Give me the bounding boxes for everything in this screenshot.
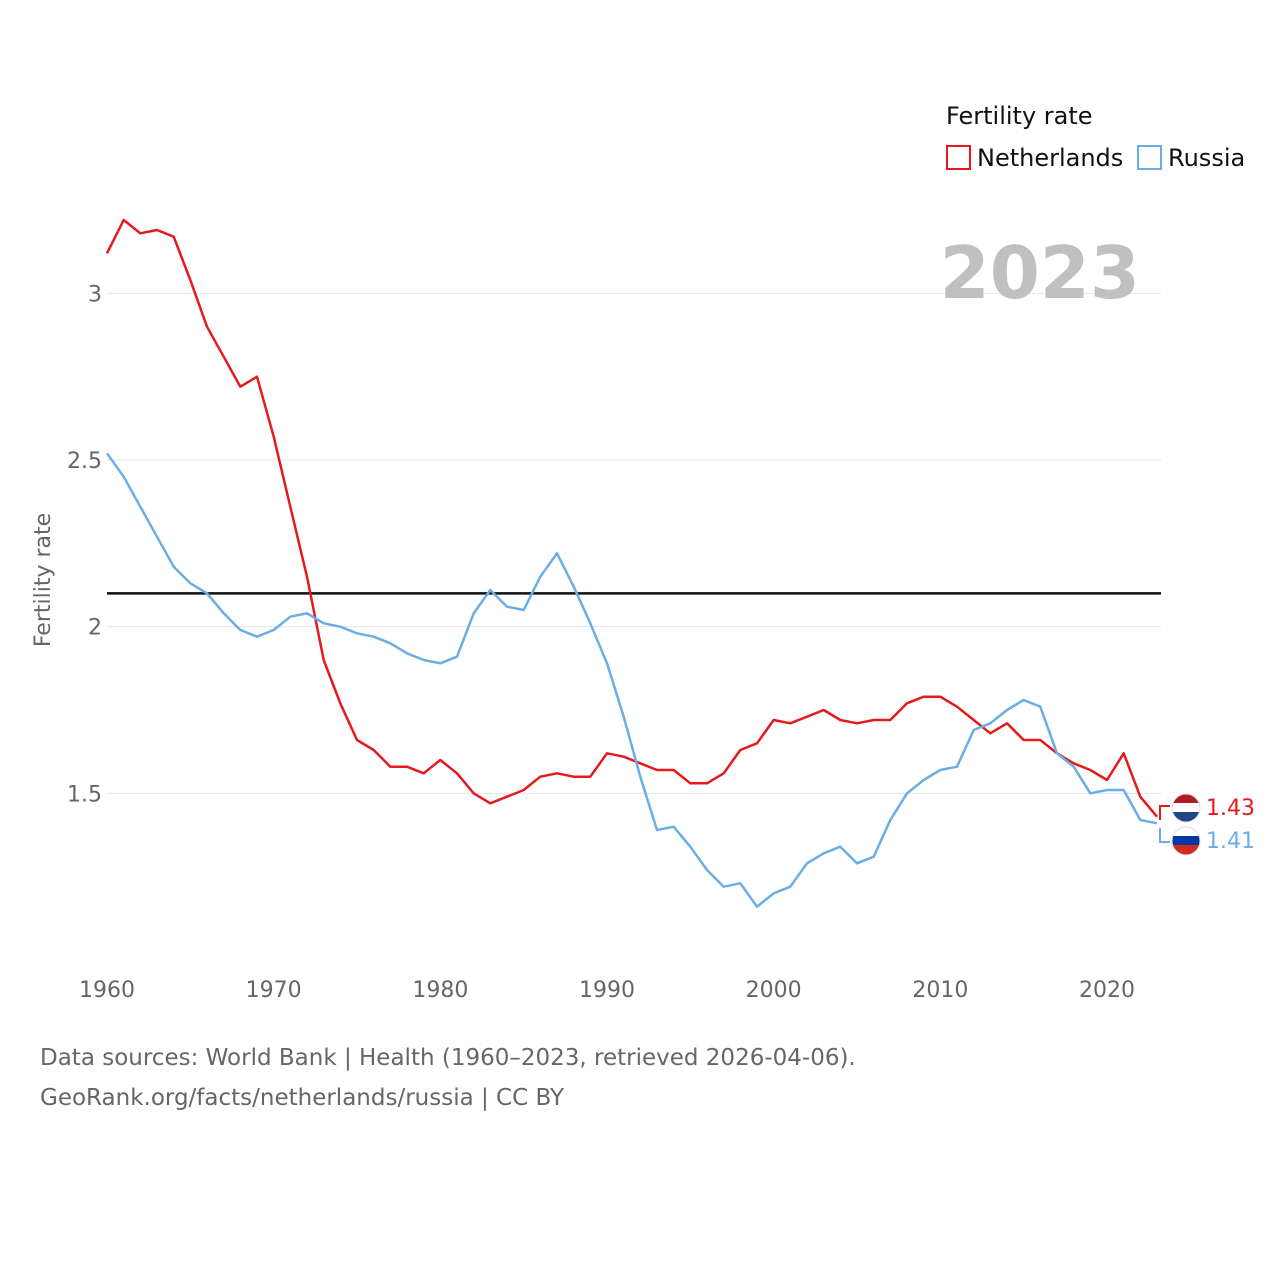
x-tick-label: 2000 — [746, 978, 802, 1003]
legend-swatch-netherlands — [946, 145, 971, 170]
russia-end-marker: 1.41 — [1159, 826, 1255, 856]
netherlands-end-value: 1.43 — [1206, 796, 1255, 821]
legend-title: Fertility rate — [946, 102, 1093, 130]
footer-link[interactable]: GeoRank.org/facts/netherlands/russia | C… — [40, 1085, 565, 1111]
russia-end-value: 1.41 — [1206, 829, 1255, 854]
y-tick-label: 2.5 — [67, 449, 102, 474]
y-axis-ticks: 1.5 2 2.5 3 — [67, 282, 102, 807]
legend-label-russia: Russia — [1168, 144, 1245, 172]
grid-lines — [107, 292, 1161, 794]
legend-label-netherlands: Netherlands — [977, 144, 1123, 172]
netherlands-end-marker: 1.43 — [1159, 793, 1255, 823]
x-tick-label: 2020 — [1079, 978, 1135, 1003]
netherlands-flag-icon — [1171, 793, 1201, 823]
x-axis-ticks: 1960 1970 1980 1990 2000 2010 2020 — [79, 978, 1135, 1003]
legend: Fertility rate Netherlands Russia — [946, 102, 1245, 172]
y-axis-label: Fertility rate — [31, 513, 56, 647]
russia-flag-icon — [1171, 826, 1201, 856]
x-tick-label: 2010 — [912, 978, 968, 1003]
y-tick-label: 3 — [88, 282, 102, 307]
series-lines — [105, 218, 1158, 908]
series-line-russia — [105, 452, 1158, 908]
footer-sources: Data sources: World Bank | Health (1960–… — [40, 1045, 856, 1071]
x-tick-label: 1970 — [246, 978, 302, 1003]
russia-connector — [1159, 828, 1170, 843]
legend-swatch-russia — [1137, 145, 1162, 170]
year-display: 2023 — [940, 231, 1140, 315]
x-tick-label: 1990 — [579, 978, 635, 1003]
y-tick-label: 1.5 — [67, 782, 102, 807]
x-tick-label: 1960 — [79, 978, 135, 1003]
netherlands-connector — [1159, 805, 1170, 820]
y-tick-label: 2 — [88, 616, 102, 641]
x-tick-label: 1980 — [412, 978, 468, 1003]
